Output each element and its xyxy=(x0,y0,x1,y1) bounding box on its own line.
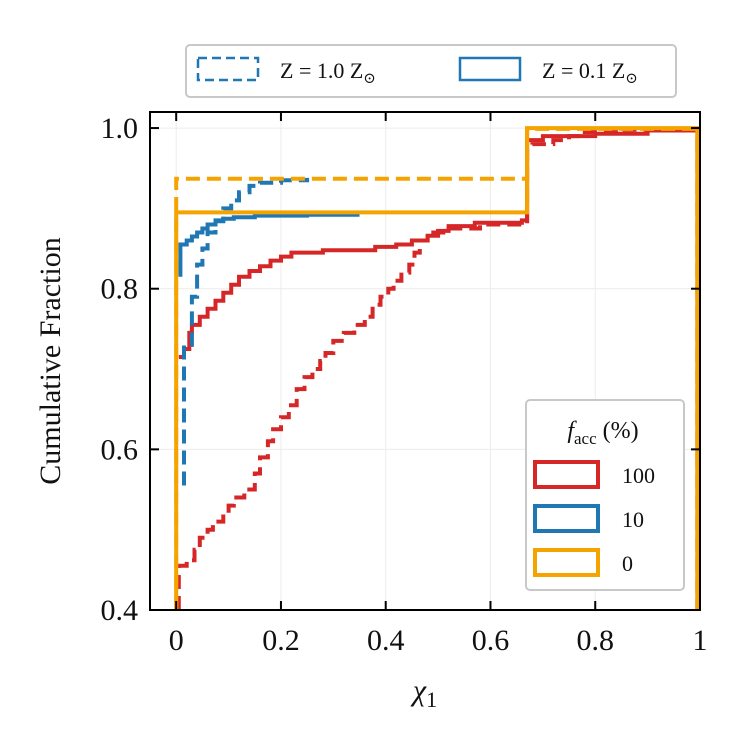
legend-metallicity: Z = 1.0 Z⊙ Z = 0.1 Z⊙ xyxy=(185,44,677,98)
legend-facc-swatch xyxy=(533,504,600,533)
ticks: 0 0.2 0.4 0.6 0.8 1 0.4 0.6 0.8 1.0 xyxy=(101,112,708,657)
y-axis-title: Cumulative Fraction xyxy=(34,237,67,484)
x-axis-title: χ1 xyxy=(410,674,437,712)
legend-facc-label: 100 xyxy=(622,463,655,488)
series-line-facc100-z01 xyxy=(178,128,700,610)
x-tick-label: 1 xyxy=(693,624,708,657)
x-tick-label: 0.4 xyxy=(367,624,405,657)
legend-facc-label: 0 xyxy=(622,551,633,576)
legend-facc-box xyxy=(525,399,685,591)
legend-metallicity-swatch xyxy=(196,56,260,82)
y-tick-label: 0.6 xyxy=(101,433,139,466)
series-line-facc0-z01 xyxy=(174,126,700,610)
series-layer xyxy=(174,126,700,610)
x-tick-label: 0.2 xyxy=(262,624,300,657)
y-tick-label: 0.8 xyxy=(101,273,139,306)
series-line-facc10-z01 xyxy=(178,212,360,277)
series-line-facc10-z10 xyxy=(182,177,310,486)
legend-metallicity-swatch xyxy=(458,56,522,82)
x-tick-label: 0 xyxy=(169,624,184,657)
legend-facc-label: 10 xyxy=(622,507,644,532)
plot-frame xyxy=(149,111,701,611)
x-tick-label: 0.6 xyxy=(472,624,510,657)
legend-facc-swatch xyxy=(533,548,600,577)
series-line-facc100-z10 xyxy=(176,127,700,610)
legend-metallicity-label: Z = 0.1 Z⊙ xyxy=(542,58,638,87)
legend-facc-title: facc (%) xyxy=(567,418,638,448)
legend-metallicity-box xyxy=(185,44,677,98)
legend-metallicity-label: Z = 1.0 Z⊙ xyxy=(280,58,376,87)
y-tick-label: 1.0 xyxy=(101,112,139,145)
legend-metallicity-items: Z = 1.0 Z⊙ Z = 0.1 Z⊙ xyxy=(196,56,638,87)
x-tick-label: 0.8 xyxy=(576,624,614,657)
legend-facc-swatch xyxy=(533,460,600,489)
y-tick-label: 0.4 xyxy=(101,594,139,627)
